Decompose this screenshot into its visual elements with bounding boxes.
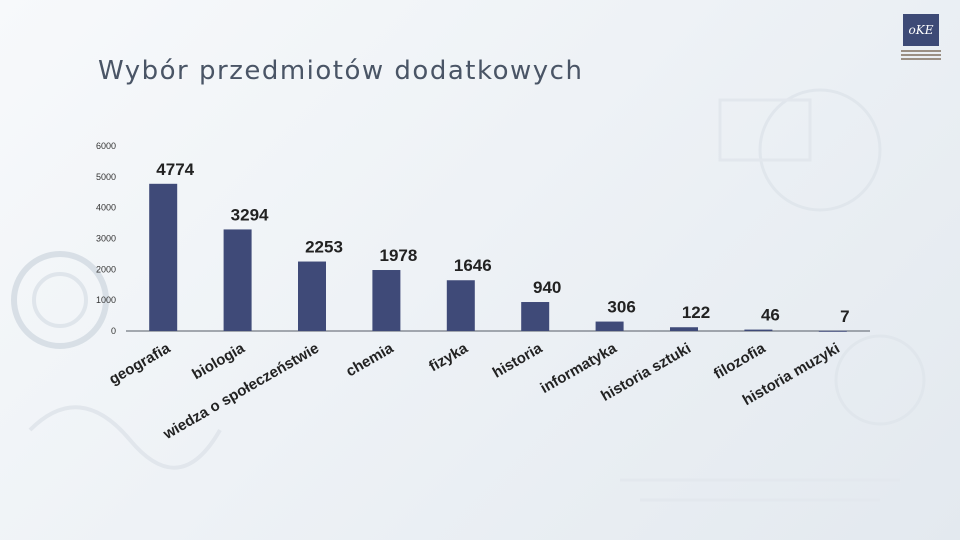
y-tick-label: 6000 [96,141,116,151]
data-label: 306 [607,298,635,317]
logo-mark: oKE [903,14,939,46]
bar [446,280,475,331]
bar [298,261,326,331]
category-label: fizyka [426,339,471,375]
bar [149,183,178,331]
bar [223,229,252,331]
data-label: 2253 [305,238,343,257]
data-label: 3294 [231,205,269,224]
y-tick-label: 0 [111,326,116,336]
data-label: 46 [761,306,780,325]
data-label: 1978 [379,246,417,265]
logo-caption [901,50,941,62]
data-label: 940 [533,278,561,297]
bar [818,330,847,332]
data-label: 1646 [454,256,492,275]
bar [670,327,698,331]
y-tick-label: 2000 [96,264,116,274]
category-label: filozofia [711,339,769,382]
y-tick-label: 5000 [96,172,116,182]
bar [595,321,624,331]
y-tick-label: 1000 [96,295,116,305]
category-label: geografia [106,339,174,388]
category-label: chemia [343,339,397,380]
page-title: Wybór przedmiotów dodatkowych [98,56,584,86]
bar [521,302,550,331]
bar [744,329,773,331]
data-label: 7 [840,307,849,326]
data-label: 122 [682,303,710,322]
category-label: biologia [189,339,248,383]
category-label: historia [490,339,546,381]
y-tick-label: 3000 [96,234,116,244]
bar [372,270,401,331]
y-tick-label: 4000 [96,203,116,213]
data-label: 4774 [156,160,194,179]
oke-logo: oKE [900,14,942,66]
